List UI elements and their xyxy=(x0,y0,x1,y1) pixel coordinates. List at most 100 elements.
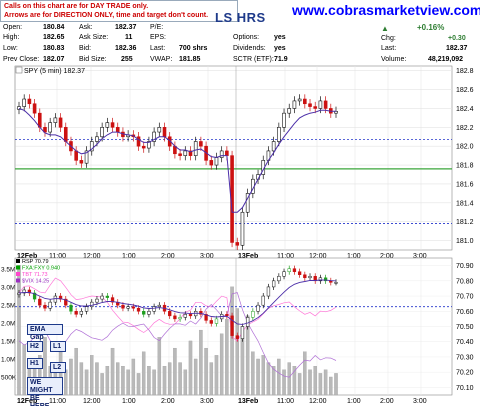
bid-label: Bid: xyxy=(79,45,92,52)
candle-body xyxy=(110,122,115,128)
price-x-tick-label: 12:00 xyxy=(309,253,327,260)
price-x-tick-label: 12:00 xyxy=(83,253,101,260)
high-value: 182.65 xyxy=(43,34,65,41)
volume-bar xyxy=(204,347,208,396)
rsp-candle-body xyxy=(100,295,104,300)
brand-url[interactable]: www.cobrasmarketview.com xyxy=(292,2,480,18)
last2-value: 182.37 xyxy=(446,45,468,52)
rsp-candle-body xyxy=(292,268,297,272)
candle-body xyxy=(22,98,26,107)
rsp-candle-body xyxy=(147,311,151,315)
rsp-candle-body xyxy=(38,298,42,306)
indicator-tick-label: 70.50 xyxy=(456,324,474,331)
indicator-tick-label: 70.40 xyxy=(456,339,474,346)
indicator-panel: 3.5M 3.0M 2.5M 2.0M 1.5M 1.0M 500K 70.90 70.80 70… xyxy=(1,257,474,405)
ema-gap-button[interactable]: EMA Gap xyxy=(27,324,63,341)
candle-body xyxy=(79,160,84,164)
legend-box xyxy=(15,66,23,74)
indicator-x-tick-label: 2:00 xyxy=(161,398,175,405)
candle-body xyxy=(152,131,156,142)
volume-bar xyxy=(79,362,84,396)
candle-body xyxy=(178,153,182,156)
h2-button[interactable]: H2 xyxy=(27,341,43,352)
rsp-candle-body xyxy=(90,301,94,307)
volume-bar xyxy=(173,347,177,396)
price-tick-label: 182.0 xyxy=(456,144,474,151)
indicator-legend-swatch xyxy=(16,259,20,263)
candle-body xyxy=(136,136,141,147)
indicator-legend-label: TBT 71.73 xyxy=(22,272,48,278)
price-x-tick-label: 3:00 xyxy=(200,253,214,260)
volume-bar xyxy=(271,366,276,396)
l2-button[interactable]: L2 xyxy=(50,362,66,373)
rsp-candle-body xyxy=(110,297,115,303)
candle-body xyxy=(43,127,47,133)
rsp-candle-body xyxy=(225,314,229,317)
eps-label: EPS: xyxy=(150,34,166,41)
indicator-x-tick-label: 1:00 xyxy=(122,398,136,405)
rsp-candle-body xyxy=(142,311,146,315)
l1-button[interactable]: L1 xyxy=(50,341,66,352)
rsp-candle-body xyxy=(303,274,307,279)
volume-bar xyxy=(136,373,141,396)
ema-line xyxy=(18,108,336,213)
candle-body xyxy=(287,108,292,114)
price-tick-label: 182.4 xyxy=(456,106,474,113)
rsp-candle-body xyxy=(199,311,203,315)
rsp-candle-body xyxy=(74,311,78,315)
candle-body xyxy=(105,122,110,128)
volume-bar xyxy=(162,366,167,396)
rsp-candle-body xyxy=(48,301,52,309)
volume-bar xyxy=(282,369,286,396)
volume-bar xyxy=(292,366,297,396)
indicator-tick-label: 70.80 xyxy=(456,278,474,285)
ask-label: Ask: xyxy=(79,24,93,31)
price-x-tick-label: 13Feb xyxy=(238,253,258,260)
rsp-candle-body xyxy=(214,318,219,324)
candle-body xyxy=(297,98,302,102)
indicator-legend-swatch xyxy=(16,278,20,283)
ask-value: 182.37 xyxy=(115,24,137,31)
rsp-candle-body xyxy=(204,314,208,321)
candle-body xyxy=(292,100,297,109)
price-tick-label: 181.4 xyxy=(456,200,474,207)
volume-tick-label: 2.0M xyxy=(1,320,15,327)
indicator-x-tick-label: 12:00 xyxy=(83,398,101,405)
volume-bar xyxy=(209,362,214,396)
price-x-tick-label: 12Feb xyxy=(17,253,37,260)
indicator-x-tick-label: 11:00 xyxy=(49,398,66,405)
candle-body xyxy=(32,103,37,114)
volume-bar xyxy=(183,369,188,396)
tbt-line xyxy=(18,277,337,342)
rsp-candle-body xyxy=(251,311,255,318)
indicator-tick-label: 70.20 xyxy=(456,370,474,377)
candle-body xyxy=(27,98,32,105)
rsp-candle-body xyxy=(168,311,172,317)
rsp-candle-body xyxy=(121,304,125,309)
indicator-tick-label: 70.10 xyxy=(456,385,474,392)
volume-bar xyxy=(90,355,94,396)
rsp-candle-body xyxy=(246,317,250,327)
volume-bar xyxy=(105,366,110,396)
rsp-candle-body xyxy=(84,306,89,312)
candle-body xyxy=(308,103,312,107)
volume-bar xyxy=(329,376,333,396)
volume-bar xyxy=(266,362,271,396)
might-be-here-button[interactable]: WE MIGHT BE HERE. xyxy=(27,377,63,406)
indicator-legend-label: $VIX 14.25 xyxy=(22,279,49,285)
candle-body xyxy=(209,160,214,166)
indicator-x-tick-label: 11:00 xyxy=(277,398,294,405)
candle-body xyxy=(323,100,328,109)
price-tick-label: 181.8 xyxy=(456,163,474,170)
h1-button[interactable]: H1 xyxy=(27,358,43,369)
price-x-tick-label: 2:00 xyxy=(380,253,394,260)
candle-body xyxy=(318,100,323,109)
price-tick-label: 181.0 xyxy=(456,238,474,245)
candle-body xyxy=(162,127,167,138)
price-x-tick-label: 1:00 xyxy=(347,253,361,260)
rsp-candle-body xyxy=(69,304,73,312)
rsp-candle-body xyxy=(188,314,193,317)
price-x-tick-label: 2:00 xyxy=(161,253,175,260)
candle-body xyxy=(214,157,219,166)
